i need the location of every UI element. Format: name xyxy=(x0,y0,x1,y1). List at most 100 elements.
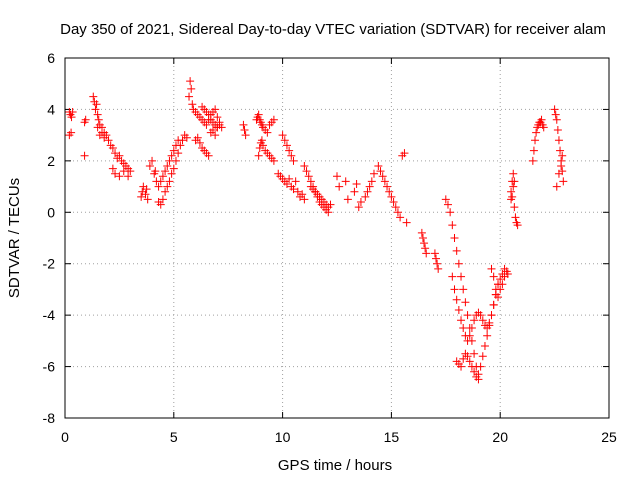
data-point-plus xyxy=(459,324,468,332)
data-point-plus xyxy=(369,169,378,178)
x-tick-label: 15 xyxy=(384,429,400,445)
data-point-plus xyxy=(91,105,100,114)
data-point-plus xyxy=(193,133,202,142)
data-point-plus xyxy=(282,180,291,188)
data-point-plus xyxy=(204,110,213,119)
data-point-plus xyxy=(289,185,298,194)
data-point-plus xyxy=(478,316,487,325)
data-point-plus xyxy=(287,151,296,160)
data-point-plus xyxy=(510,203,519,212)
data-point-plus xyxy=(463,311,472,320)
data-point-plus xyxy=(465,331,474,340)
data-point-plus xyxy=(263,128,272,137)
data-point-plus xyxy=(467,324,476,332)
data-point-plus xyxy=(420,239,429,248)
data-point-plus xyxy=(356,198,365,206)
data-point-plus xyxy=(459,354,468,363)
data-point-plus xyxy=(393,208,402,217)
data-point-plus xyxy=(531,136,540,145)
data-point-plus xyxy=(92,100,101,109)
data-point-plus xyxy=(254,151,263,160)
data-point-plus xyxy=(507,187,516,196)
data-point-plus xyxy=(93,123,102,132)
data-point-plus xyxy=(457,272,466,281)
data-point-plus xyxy=(291,177,300,186)
data-point-plus xyxy=(448,221,457,230)
data-point-plus xyxy=(539,123,548,132)
data-point-plus xyxy=(167,169,176,178)
data-point-plus xyxy=(111,149,120,158)
data-point-plus xyxy=(254,110,263,119)
data-point-plus xyxy=(324,203,333,212)
data-point-plus xyxy=(400,149,409,158)
data-point-plus xyxy=(259,141,268,150)
data-point-plus xyxy=(67,128,76,137)
data-point-plus xyxy=(483,324,492,332)
data-point-plus xyxy=(374,162,383,170)
data-point-plus xyxy=(365,182,374,191)
data-point-plus xyxy=(367,177,376,186)
data-point-plus xyxy=(421,244,430,253)
data-point-plus xyxy=(485,318,494,327)
data-point-plus xyxy=(554,169,563,178)
data-point-plus xyxy=(165,156,174,165)
y-tick-label: 6 xyxy=(47,50,55,66)
y-tick-label: -6 xyxy=(43,359,56,375)
data-point-plus xyxy=(302,167,311,176)
data-point-plus xyxy=(161,187,170,196)
data-point-plus xyxy=(463,336,472,345)
data-point-plus xyxy=(148,156,157,165)
plot-frame xyxy=(64,57,610,419)
data-point-plus xyxy=(300,162,309,170)
data-point-plus xyxy=(441,195,450,204)
data-point-plus xyxy=(80,151,89,160)
data-point-plus xyxy=(285,174,294,183)
data-point-plus xyxy=(213,113,222,122)
data-point-plus xyxy=(141,190,150,199)
data-point-plus xyxy=(511,213,520,222)
data-point-plus xyxy=(489,300,498,309)
data-point-plus xyxy=(108,144,117,152)
data-point-plus xyxy=(457,316,466,325)
data-point-plus xyxy=(383,182,392,191)
data-point-plus xyxy=(470,367,479,376)
y-tick-label: -8 xyxy=(43,410,56,426)
data-point-plus xyxy=(158,195,167,204)
x-tick-label: 25 xyxy=(601,429,617,445)
data-point-plus xyxy=(550,105,559,114)
data-point-plus xyxy=(391,203,400,212)
data-point-plus xyxy=(108,164,117,173)
data-point-plus xyxy=(553,126,562,134)
data-point-plus xyxy=(93,110,102,119)
x-tick-label: 5 xyxy=(170,429,178,445)
data-point-plus xyxy=(476,362,485,371)
data-point-plus xyxy=(188,100,197,109)
data-point-plus xyxy=(537,115,546,124)
data-point-plus xyxy=(503,270,512,278)
data-point-plus xyxy=(156,200,165,209)
data-point-plus xyxy=(89,92,98,101)
data-point-plus xyxy=(143,195,152,204)
data-point-plus xyxy=(119,167,128,176)
data-point-plus xyxy=(293,187,302,196)
data-point-plus xyxy=(257,136,266,145)
data-point-plus xyxy=(422,249,431,258)
data-point-plus xyxy=(289,156,298,165)
data-point-plus xyxy=(463,352,472,361)
data-point-plus xyxy=(489,272,498,281)
data-point-plus xyxy=(67,113,76,122)
data-point-plus xyxy=(278,131,287,140)
data-point-plus xyxy=(269,156,278,165)
data-point-plus xyxy=(361,192,370,201)
data-point-plus xyxy=(202,120,211,129)
data-point-plus xyxy=(343,195,352,204)
data-point-plus xyxy=(452,295,461,304)
data-point-plus xyxy=(470,349,479,358)
data-point-plus xyxy=(554,136,563,145)
x-axis-label: GPS time / hours xyxy=(278,457,392,474)
data-point-plus xyxy=(446,208,455,217)
data-point-plus xyxy=(280,136,289,145)
data-point-plus xyxy=(68,108,77,116)
data-point-plus xyxy=(239,120,248,129)
y-tick-label: 4 xyxy=(47,101,55,117)
